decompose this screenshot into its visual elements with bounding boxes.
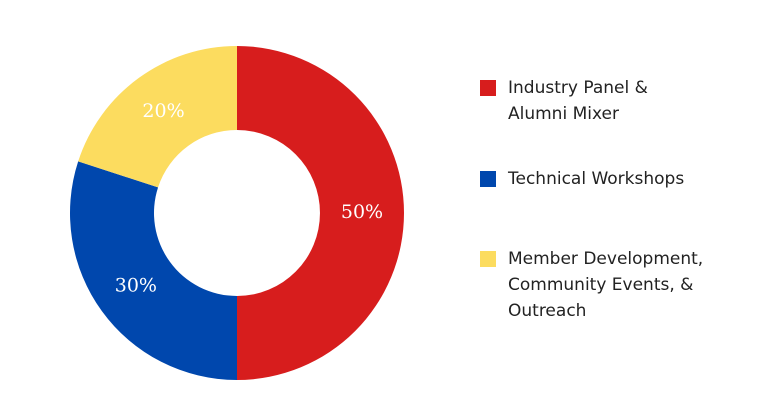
legend-swatch-industry-panel <box>480 80 496 96</box>
legend-label-industry-panel: Industry Panel & Alumni Mixer <box>508 78 648 124</box>
legend-label-member-development: Member Development, Community Events, & … <box>508 249 704 321</box>
slice-label-member-development: 20% <box>142 100 184 122</box>
slice-label-industry-panel: 50% <box>341 201 383 223</box>
legend-item-member-development: Member Development, Community Events, & … <box>480 246 768 324</box>
legend-swatch-technical-workshops <box>480 171 496 187</box>
legend-label-technical-workshops: Technical Workshops <box>508 169 685 189</box>
legend: Industry Panel & Alumni Mixer Technical … <box>480 0 780 420</box>
donut-slices <box>70 46 404 380</box>
legend-item-industry-panel: Industry Panel & Alumni Mixer <box>480 75 768 127</box>
legend-swatch-member-development <box>480 251 496 267</box>
slice-label-technical-workshops: 30% <box>115 274 157 296</box>
slice-technical-workshops <box>70 161 237 380</box>
slice-member-development <box>78 46 238 188</box>
slice-industry-panel <box>237 46 404 380</box>
donut-chart: 50% 30% 20% <box>70 46 404 380</box>
legend-item-technical-workshops: Technical Workshops <box>480 166 768 192</box>
slice-labels: 50% 30% 20% <box>115 100 383 297</box>
